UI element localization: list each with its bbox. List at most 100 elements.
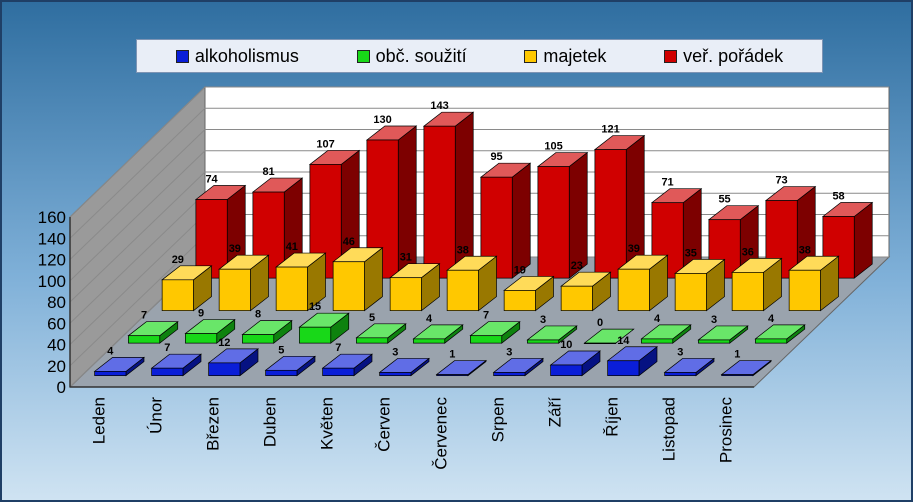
bar [161,279,194,311]
bar [607,360,640,376]
x-tick-label: Červenec [432,397,451,470]
legend-swatch [175,49,189,63]
y-tick-label: 160 [38,208,66,227]
bar [537,166,570,279]
x-tick-label: Březen [204,397,223,451]
data-label: 1 [734,349,740,361]
x-tick-label: Květen [318,397,337,450]
legend-item-majetek: majetek [524,46,606,67]
data-label: 1 [449,349,455,361]
bar [185,333,218,344]
bar [379,372,412,376]
bar [698,339,731,344]
data-label: 4 [654,313,661,325]
x-tick-label: Únor [147,397,166,434]
legend-swatch [356,49,370,63]
data-label: 121 [601,124,619,136]
bar [755,338,788,344]
bar-side [511,162,531,279]
data-label: 35 [685,247,697,259]
bar [641,338,674,344]
data-label: 7 [141,310,147,322]
x-tick-label: Září [546,397,565,428]
data-label: 105 [544,141,562,153]
bar [389,277,422,311]
bar [674,273,707,311]
data-label: 7 [164,342,170,354]
legend-label: veř. pořádek [683,45,784,66]
y-tick-label: 100 [38,272,66,291]
bar [788,269,821,311]
bar [208,362,241,376]
bar [128,335,161,344]
data-label: 4 [768,313,775,325]
bar [470,335,503,344]
bar [436,374,469,376]
data-label: 38 [457,244,469,256]
data-label: 0 [597,317,603,329]
x-tick-label: Leden [90,397,109,444]
bar [151,367,184,376]
legend-item-alkoholismus: alkoholismus [175,45,299,67]
data-label: 15 [309,301,321,313]
bar [275,266,308,311]
bar [332,261,365,311]
data-label: 5 [369,312,375,324]
x-tick-label: Srpen [489,397,508,442]
data-label: 14 [617,335,630,347]
data-label: 5 [278,344,284,356]
chart-legend: alkoholismus obč. soužití majetek veř. p… [136,39,823,73]
bar [299,326,332,344]
bar [527,339,560,344]
gridline [69,107,889,239]
bar [721,374,754,376]
bar [265,369,298,376]
data-label: 3 [677,346,683,358]
bar [550,364,583,376]
data-label: 58 [832,191,844,203]
bar [594,149,627,279]
bar [356,337,389,344]
gridline [69,150,889,282]
y-tick-label: 80 [47,293,66,312]
data-label: 3 [540,314,546,326]
data-label: 29 [172,254,184,266]
data-label: 36 [742,246,754,258]
gridline [69,129,889,260]
legend-swatch [524,49,538,63]
data-label: 31 [400,252,412,264]
bar [423,125,456,279]
bar [584,342,617,344]
x-tick-label: Listopad [660,397,679,461]
data-label: 7 [335,342,341,354]
data-label: 9 [198,308,204,320]
bar [493,372,526,376]
bar [503,290,536,311]
data-label: 39 [229,243,241,255]
y-tick-label: 40 [47,336,66,355]
data-label: 46 [343,236,355,248]
bar [560,285,593,311]
bar [94,371,127,376]
bar [218,268,251,311]
data-label: 81 [262,166,274,178]
bar [617,268,650,311]
data-label: 39 [628,243,640,255]
legend-swatch [664,49,678,63]
x-tick-label: Říjen [603,397,622,437]
data-label: 41 [286,241,298,253]
y-tick-label: 60 [47,314,66,333]
data-label: 23 [571,260,583,272]
y-tick-label: 140 [38,229,66,248]
data-label: 3 [711,314,717,326]
data-label: 38 [799,244,811,256]
bar [242,334,275,344]
legend-label: obč. soužití [375,45,467,66]
data-label: 12 [218,337,230,349]
data-label: 73 [775,175,787,187]
legend-item-ver-poradek: veř. pořádek [664,46,783,67]
x-tick-label: Duben [261,397,280,447]
legend-label: alkoholismus [194,45,299,66]
